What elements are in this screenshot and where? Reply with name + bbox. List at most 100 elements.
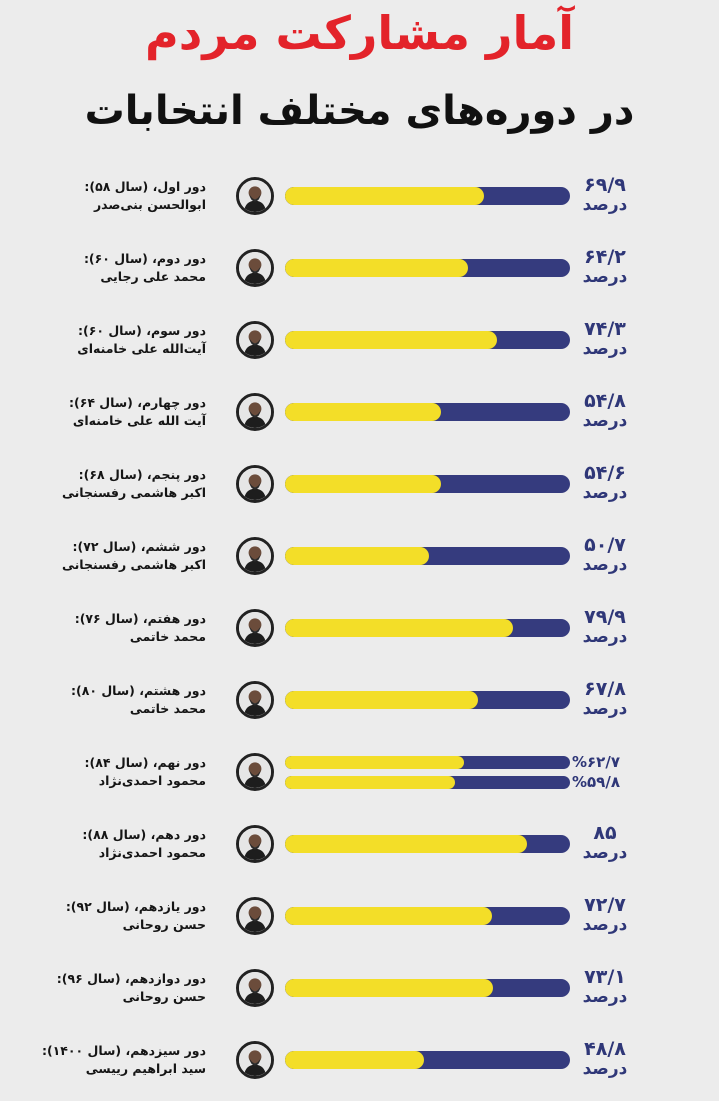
data-label: %۵۹/۸ bbox=[572, 773, 620, 791]
data-value: ۷۴/۳ bbox=[584, 318, 626, 340]
portrait-rouhani-icon bbox=[236, 897, 274, 935]
portrait-khatami-icon bbox=[236, 609, 274, 647]
bar-track bbox=[285, 776, 570, 789]
row-label: دور دوم، (سال ۶۰): محمد علی رجایی bbox=[0, 250, 206, 286]
portrait-khamenei-icon bbox=[236, 321, 274, 359]
bar bbox=[285, 756, 464, 769]
row-label: دور هشتم، (سال ۸۰): محمد خاتمی bbox=[0, 682, 206, 718]
candidate-name: حسن روحانی bbox=[122, 989, 206, 1004]
data-value: ۵۰/۷ bbox=[584, 534, 626, 556]
bar bbox=[285, 691, 479, 709]
round-label: دور هفتم، (سال ۷۶): bbox=[74, 611, 206, 626]
data-unit: درصد bbox=[582, 483, 628, 503]
bar bbox=[285, 547, 430, 565]
candidate-name: ابوالحسن بنی‌صدر bbox=[93, 197, 206, 212]
bar-track bbox=[285, 475, 570, 493]
bar-track bbox=[285, 1051, 570, 1069]
row-label: دور اول، (سال ۵۸): ابوالحسن بنی‌صدر bbox=[0, 178, 206, 214]
data-label: ۵۴/۸ درصد bbox=[560, 392, 650, 430]
data-label: ۷۳/۱ درصد bbox=[560, 968, 650, 1006]
bar bbox=[285, 1051, 425, 1069]
bar bbox=[285, 776, 456, 789]
data-unit: درصد bbox=[582, 267, 628, 287]
data-unit: درصد bbox=[582, 411, 628, 431]
data-label: ۶۷/۸ درصد bbox=[560, 680, 650, 718]
bar-track bbox=[285, 756, 570, 769]
round-label: دور سیزدهم، (سال ۱۴۰۰): bbox=[41, 1043, 206, 1058]
bar-track bbox=[285, 187, 570, 205]
data-unit: درصد bbox=[582, 195, 628, 215]
bar bbox=[285, 187, 485, 205]
portrait-khamenei-icon bbox=[236, 393, 274, 431]
data-value: ۴۸/۸ bbox=[584, 1038, 626, 1060]
portrait-raisi-icon bbox=[236, 1041, 274, 1079]
data-unit: درصد bbox=[582, 843, 628, 863]
candidate-name: محمد خاتمی bbox=[129, 701, 206, 716]
portrait-rafsanjani-icon bbox=[236, 537, 274, 575]
candidate-name: سید ابراهیم رییسی bbox=[85, 1061, 206, 1076]
data-value: ۸۵ bbox=[593, 822, 617, 844]
round-label: دور پنجم، (سال ۶۸): bbox=[78, 467, 206, 482]
bar-track bbox=[285, 547, 570, 565]
row-label: دور دوازدهم، (سال ۹۶): حسن روحانی bbox=[0, 970, 206, 1006]
bar-track bbox=[285, 619, 570, 637]
row-label: دور دهم، (سال ۸۸): محمود احمدی‌نژاد bbox=[0, 826, 206, 862]
data-label: ۵۰/۷ درصد bbox=[560, 536, 650, 574]
data-unit: درصد bbox=[582, 915, 628, 935]
candidate-name: محمد علی رجایی bbox=[100, 269, 206, 284]
bar bbox=[285, 331, 497, 349]
data-unit: درصد bbox=[582, 699, 628, 719]
portrait-rouhani-icon bbox=[236, 969, 274, 1007]
data-unit: درصد bbox=[582, 1059, 628, 1079]
bar bbox=[285, 403, 442, 421]
data-value: ۵۴/۶ bbox=[584, 462, 626, 484]
data-value: ۶۷/۸ bbox=[584, 678, 626, 700]
bar bbox=[285, 619, 513, 637]
data-label: %۶۲/۷ bbox=[572, 753, 620, 771]
row-label: دور چهارم، (سال ۶۴): آیت الله علی خامنه‌ا… bbox=[0, 394, 206, 430]
round-label: دور یازدهم، (سال ۹۲): bbox=[65, 899, 206, 914]
candidate-name: محمود احمدی‌نژاد bbox=[98, 845, 206, 860]
candidate-name: حسن روحانی bbox=[122, 917, 206, 932]
data-label: ۷۹/۹ درصد bbox=[560, 608, 650, 646]
round-label: دور دهم، (سال ۸۸): bbox=[82, 827, 206, 842]
data-label: ۴۸/۸ درصد bbox=[560, 1040, 650, 1078]
round-label: دور دوم، (سال ۶۰): bbox=[83, 251, 206, 266]
data-value: ۷۲/۷ bbox=[584, 894, 626, 916]
row-label: دور پنجم، (سال ۶۸): اکبر هاشمی رفسنجانی bbox=[0, 466, 206, 502]
round-label: دور اول، (سال ۵۸): bbox=[84, 179, 206, 194]
candidate-name: آیت الله علی خامنه‌ای bbox=[72, 413, 206, 428]
portrait-ahmadinejad-icon bbox=[236, 753, 274, 791]
candidate-name: آیت‌الله علی خامنه‌ای bbox=[77, 341, 206, 356]
portrait-banisadr-icon bbox=[236, 177, 274, 215]
data-value: ۵۴/۸ bbox=[584, 390, 626, 412]
bar-track bbox=[285, 835, 570, 853]
data-value: ۷۳/۱ bbox=[584, 966, 626, 988]
data-label: ۵۴/۶ درصد bbox=[560, 464, 650, 502]
portrait-khatami-icon bbox=[236, 681, 274, 719]
bar-track bbox=[285, 259, 570, 277]
bar bbox=[285, 979, 494, 997]
round-label: دور چهارم، (سال ۶۴): bbox=[68, 395, 206, 410]
data-label: ۶۴/۲ درصد bbox=[560, 248, 650, 286]
row-label: دور یازدهم، (سال ۹۲): حسن روحانی bbox=[0, 898, 206, 934]
portrait-ahmadinejad-icon bbox=[236, 825, 274, 863]
bar bbox=[285, 475, 441, 493]
row-label: دور سیزدهم، (سال ۱۴۰۰): سید ابراهیم رییسی bbox=[0, 1042, 206, 1078]
bar bbox=[285, 907, 493, 925]
row-label: دور سوم، (سال ۶۰): آیت‌الله علی خامنه‌ای bbox=[0, 322, 206, 358]
chart-subtitle: در دوره‌های مختلف انتخابات bbox=[84, 88, 635, 134]
bar bbox=[285, 259, 468, 277]
data-value: ۷۹/۹ bbox=[584, 606, 626, 628]
row-label: دور ششم، (سال ۷۲): اکبر هاشمی رفسنجانی bbox=[0, 538, 206, 574]
data-label: ۷۲/۷ درصد bbox=[560, 896, 650, 934]
data-value: ۶۹/۹ bbox=[584, 174, 626, 196]
data-unit: درصد bbox=[582, 627, 628, 647]
bar bbox=[285, 835, 528, 853]
portrait-rafsanjani-icon bbox=[236, 465, 274, 503]
candidate-name: اکبر هاشمی رفسنجانی bbox=[61, 557, 206, 572]
round-label: دور دوازدهم، (سال ۹۶): bbox=[56, 971, 206, 986]
bar-track bbox=[285, 403, 570, 421]
bar-track bbox=[285, 907, 570, 925]
